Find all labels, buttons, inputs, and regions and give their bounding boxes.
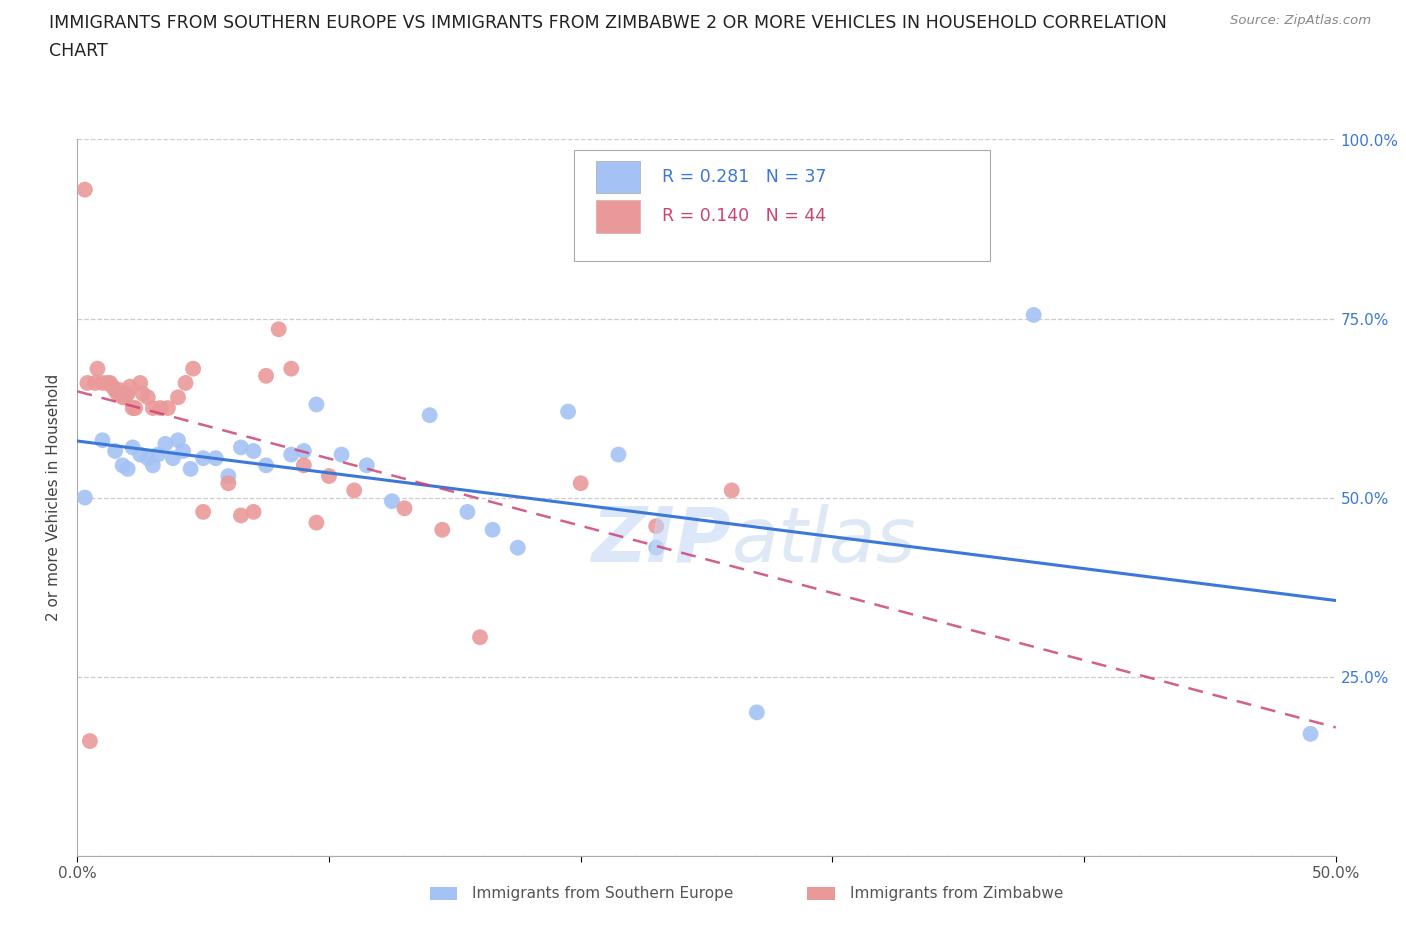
Text: R = 0.140   N = 44: R = 0.140 N = 44	[662, 207, 827, 225]
Point	[98, 376, 121, 391]
FancyBboxPatch shape	[596, 200, 640, 232]
FancyBboxPatch shape	[575, 151, 990, 261]
Point	[481, 523, 503, 538]
Point	[356, 458, 378, 472]
Point	[1022, 308, 1045, 323]
FancyBboxPatch shape	[430, 887, 457, 900]
Point	[468, 630, 491, 644]
Point	[318, 469, 340, 484]
Point	[79, 734, 101, 749]
Point	[155, 436, 177, 451]
Point	[254, 368, 277, 383]
Point	[242, 504, 264, 519]
Point	[280, 447, 302, 462]
Point	[456, 504, 478, 519]
Text: Immigrants from Southern Europe: Immigrants from Southern Europe	[472, 886, 734, 901]
Y-axis label: 2 or more Vehicles in Household: 2 or more Vehicles in Household	[46, 374, 62, 621]
Point	[242, 444, 264, 458]
Text: Immigrants from Zimbabwe: Immigrants from Zimbabwe	[851, 886, 1063, 901]
Point	[745, 705, 768, 720]
Point	[191, 504, 215, 519]
Point	[86, 361, 108, 376]
Point	[167, 390, 190, 405]
Point	[124, 401, 146, 416]
Point	[146, 447, 169, 462]
Point	[217, 476, 239, 491]
Point	[129, 376, 152, 391]
Point	[343, 483, 366, 498]
Point	[292, 458, 315, 472]
Point	[136, 390, 159, 405]
Point	[121, 440, 143, 455]
Point	[254, 458, 277, 472]
Point	[607, 447, 630, 462]
Point	[229, 440, 252, 455]
Point	[229, 508, 252, 523]
Point	[76, 376, 98, 391]
Text: ZIP: ZIP	[592, 503, 731, 578]
Text: R = 0.281   N = 37: R = 0.281 N = 37	[662, 168, 827, 186]
Point	[111, 458, 134, 472]
Point	[129, 447, 152, 462]
Point	[73, 490, 96, 505]
Text: CHART: CHART	[49, 42, 108, 60]
Point	[381, 494, 404, 509]
Point	[305, 515, 328, 530]
Point	[557, 405, 579, 419]
Point	[142, 401, 165, 416]
Point	[114, 390, 136, 405]
Point	[191, 451, 215, 466]
Point	[111, 390, 134, 405]
Point	[117, 461, 139, 476]
Point	[330, 447, 353, 462]
FancyBboxPatch shape	[807, 887, 835, 900]
Point	[132, 386, 155, 401]
Point	[142, 458, 165, 472]
Point	[204, 451, 226, 466]
Point	[91, 376, 114, 391]
Point	[104, 444, 127, 458]
Point	[136, 451, 159, 466]
Point	[180, 461, 202, 476]
Point	[267, 322, 290, 337]
Point	[645, 519, 668, 534]
Text: atlas: atlas	[731, 503, 917, 578]
Text: Source: ZipAtlas.com: Source: ZipAtlas.com	[1230, 14, 1371, 27]
Point	[394, 501, 416, 516]
Point	[73, 182, 96, 197]
Text: IMMIGRANTS FROM SOUTHERN EUROPE VS IMMIGRANTS FROM ZIMBABWE 2 OR MORE VEHICLES I: IMMIGRANTS FROM SOUTHERN EUROPE VS IMMIG…	[49, 14, 1167, 32]
Point	[104, 383, 127, 398]
Point	[91, 432, 114, 447]
Point	[107, 386, 129, 401]
Point	[280, 361, 302, 376]
Point	[174, 376, 197, 391]
Point	[569, 476, 592, 491]
Point	[108, 383, 131, 398]
Point	[162, 451, 184, 466]
Point	[217, 469, 239, 484]
Point	[432, 523, 454, 538]
Point	[181, 361, 204, 376]
Point	[84, 376, 107, 391]
FancyBboxPatch shape	[596, 161, 640, 193]
Point	[292, 444, 315, 458]
Point	[506, 540, 529, 555]
Point	[167, 432, 190, 447]
Point	[120, 379, 142, 394]
Point	[172, 444, 194, 458]
Point	[101, 379, 124, 394]
Point	[149, 401, 172, 416]
Point	[117, 386, 139, 401]
Point	[96, 376, 118, 391]
Point	[419, 407, 441, 422]
Point	[720, 483, 742, 498]
Point	[1299, 726, 1322, 741]
Point	[305, 397, 328, 412]
Point	[121, 401, 143, 416]
Point	[645, 540, 668, 555]
Point	[156, 401, 179, 416]
